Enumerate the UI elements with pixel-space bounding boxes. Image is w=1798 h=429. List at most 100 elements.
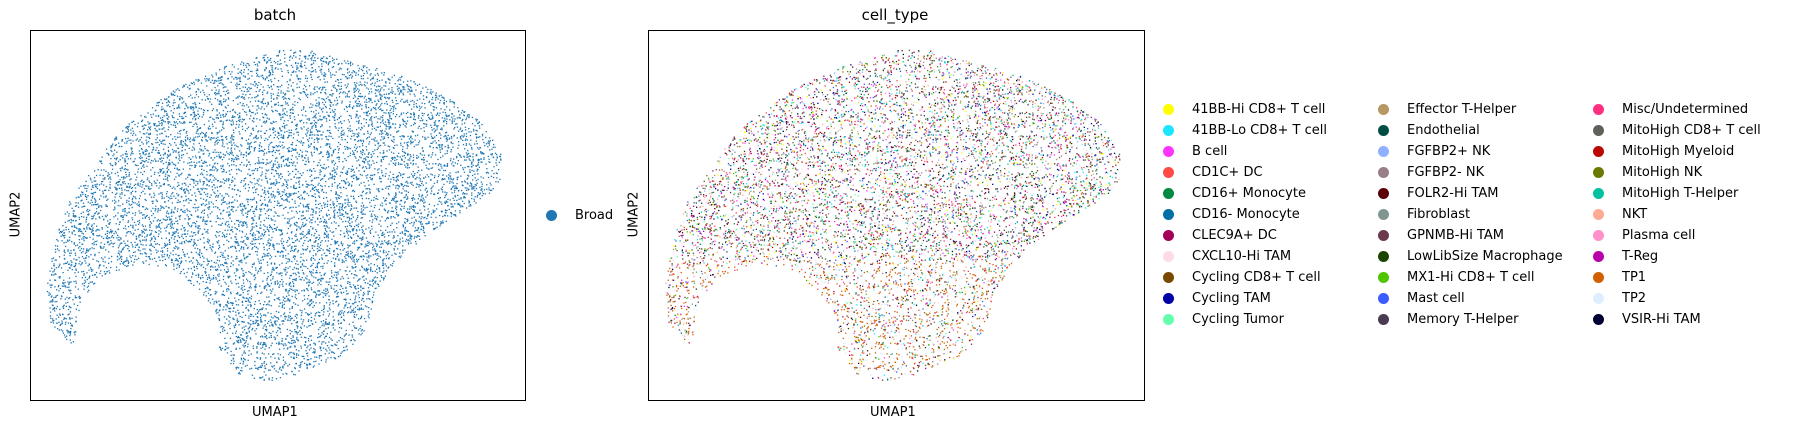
scatter-point: [283, 98, 285, 100]
scatter-point: [320, 355, 322, 357]
scatter-point: [322, 249, 324, 251]
scatter-point: [364, 81, 366, 83]
scatter-point: [138, 222, 141, 224]
scatter-point: [318, 101, 320, 103]
scatter-point: [162, 168, 164, 170]
scatter-point: [410, 140, 412, 142]
scatter-point: [278, 181, 280, 184]
scatter-point: [122, 263, 125, 265]
scatter-point: [172, 250, 174, 252]
scatter-point: [151, 230, 153, 232]
scatter-point: [219, 114, 222, 116]
scatter-point: [329, 126, 331, 128]
scatter-point: [261, 256, 263, 259]
scatter-point: [422, 227, 425, 229]
scatter-point: [140, 167, 143, 169]
scatter-point: [266, 249, 268, 251]
scatter-point: [110, 266, 112, 269]
scatter-point: [220, 212, 222, 214]
scatter-point: [286, 183, 288, 185]
scatter-point: [300, 266, 302, 269]
scatter-point: [366, 156, 368, 158]
scatter-point: [272, 268, 274, 270]
scatter-point: [276, 243, 278, 245]
scatter-point: [247, 78, 249, 80]
scatter-point: [274, 220, 276, 222]
scatter-point: [258, 159, 260, 161]
scatter-point: [164, 175, 166, 177]
scatter-point: [180, 228, 182, 230]
scatter-point: [251, 248, 253, 250]
scatter-point: [319, 237, 321, 239]
scatter-point: [150, 232, 152, 234]
scatter-point: [406, 85, 408, 87]
scatter-point: [341, 310, 343, 312]
scatter-point: [362, 209, 365, 211]
scatter-point: [318, 66, 320, 68]
scatter-point: [201, 168, 203, 170]
scatter-point: [203, 162, 205, 164]
scatter-point: [325, 290, 327, 292]
scatter-point: [54, 245, 57, 247]
scatter-point: [296, 125, 298, 127]
scatter-point: [381, 188, 383, 190]
scatter-point: [333, 235, 335, 237]
scatter-point: [78, 223, 80, 225]
scatter-point: [374, 107, 377, 109]
scatter-point: [83, 216, 85, 218]
scatter-point: [366, 253, 368, 255]
scatter-point: [332, 203, 334, 205]
scatter-point: [456, 177, 458, 179]
scatter-point: [412, 175, 414, 177]
scatter-point: [275, 266, 278, 269]
scatter-point: [144, 208, 147, 211]
scatter-point: [244, 352, 246, 354]
scatter-point: [216, 268, 218, 270]
scatter-point: [474, 177, 476, 179]
scatter-point: [306, 366, 308, 368]
scatter-point: [353, 311, 355, 313]
scatter-point: [289, 308, 291, 310]
scatter-point: [218, 91, 220, 93]
scatter-point: [200, 278, 202, 280]
scatter-point: [313, 119, 315, 122]
scatter-point: [311, 126, 313, 128]
scatter-point: [335, 247, 338, 250]
scatter-point: [166, 191, 168, 193]
scatter-point: [177, 232, 179, 234]
scatter-point: [184, 210, 186, 212]
scatter-point: [361, 299, 363, 301]
scatter-point: [434, 124, 436, 126]
scatter-point: [268, 230, 270, 233]
scatter-point: [257, 131, 259, 133]
scatter-point: [222, 123, 224, 125]
scatter-point: [132, 212, 134, 214]
scatter-point: [174, 142, 176, 144]
scatter-point: [269, 162, 271, 164]
scatter-point: [345, 302, 348, 304]
scatter-point: [268, 80, 270, 82]
scatter-point: [170, 92, 172, 94]
scatter-point: [137, 182, 139, 184]
scatter-point: [297, 249, 299, 252]
scatter-point: [401, 232, 403, 234]
scatter-point: [198, 254, 201, 256]
scatter-point: [228, 226, 230, 228]
scatter-point: [424, 136, 426, 139]
scatter-point: [383, 240, 386, 242]
scatter-point: [278, 193, 280, 195]
scatter-point: [318, 249, 320, 251]
scatter-point: [185, 276, 187, 278]
scatter-point: [238, 169, 241, 171]
scatter-point: [189, 121, 191, 123]
scatter-point: [361, 287, 364, 290]
scatter-point: [242, 222, 244, 225]
scatter-point: [345, 199, 347, 201]
scatter-point: [470, 183, 472, 185]
scatter-point: [269, 71, 271, 74]
scatter-point: [182, 211, 184, 213]
scatter-point: [227, 229, 229, 231]
scatter-point: [201, 116, 203, 118]
scatter-point: [345, 270, 347, 272]
scatter-point: [240, 205, 242, 208]
